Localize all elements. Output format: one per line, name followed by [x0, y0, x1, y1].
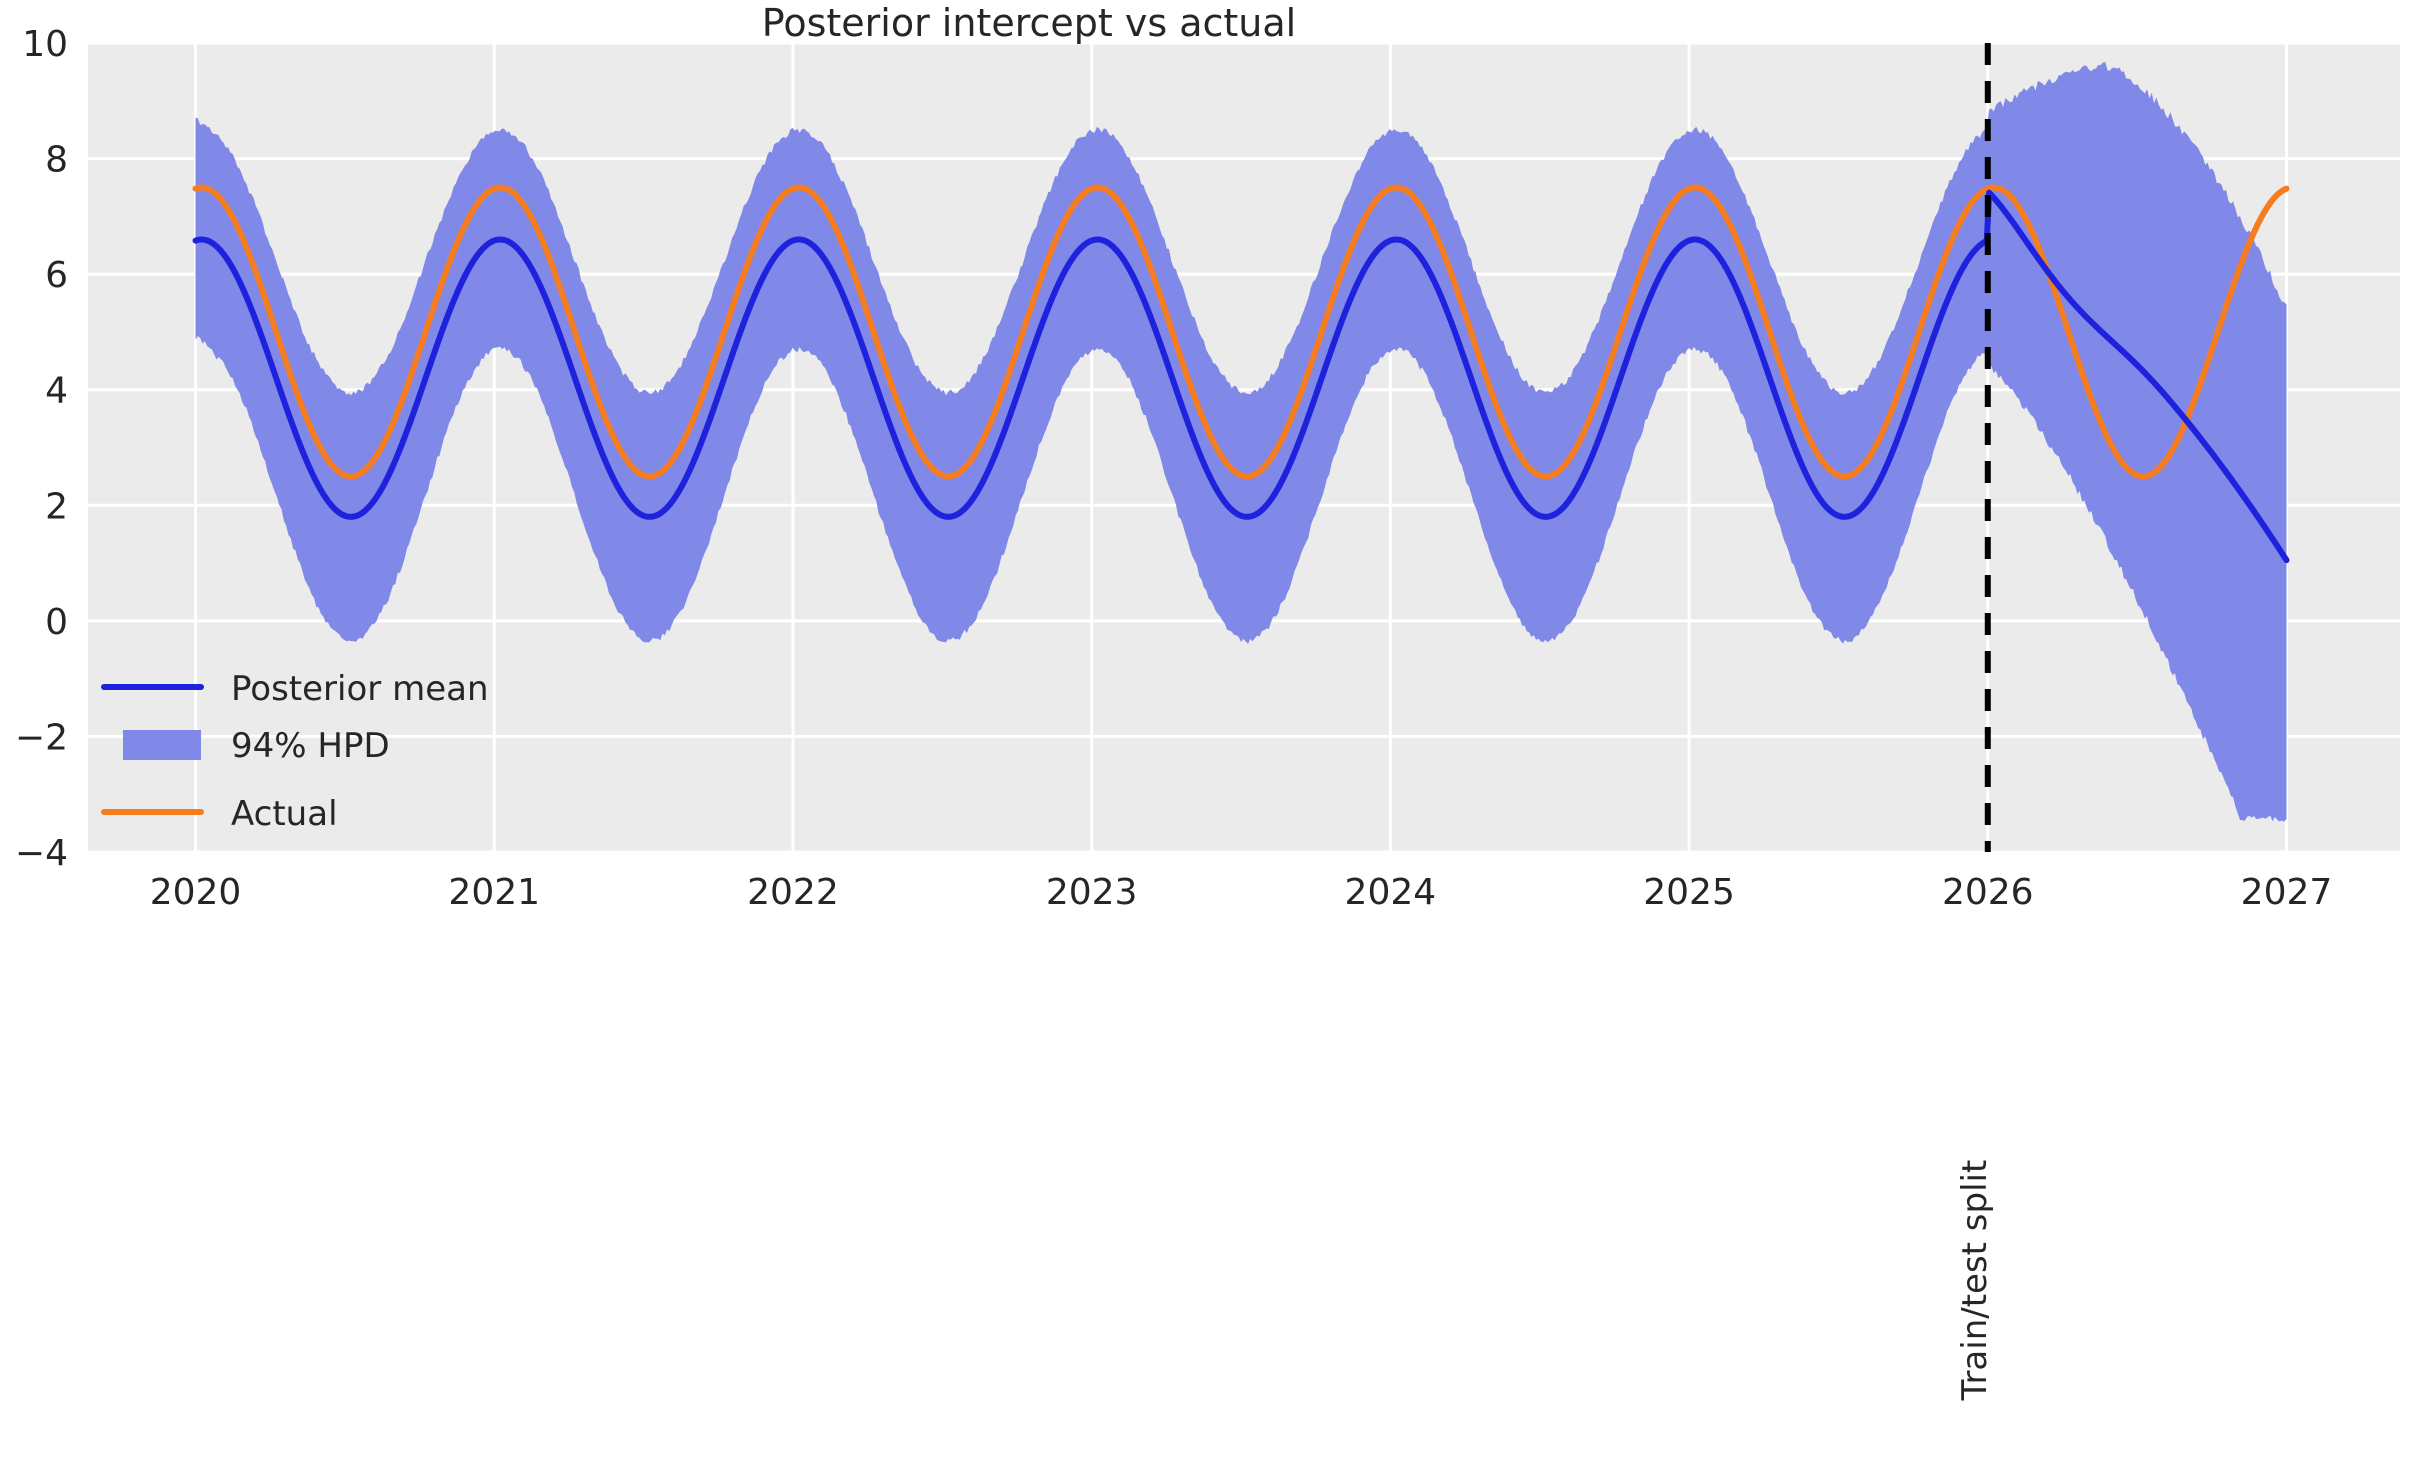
- y-tick-label: 6: [45, 255, 68, 296]
- train-test-split-label: Train/test split: [1955, 1160, 1995, 1402]
- x-tick-label: 2020: [150, 872, 242, 913]
- y-tick-label: 0: [45, 602, 68, 643]
- x-tick-label: 2027: [2241, 872, 2333, 913]
- chart-legend: Posterior mean 94% HPD Actual: [101, 669, 489, 834]
- y-tick-label: −2: [15, 717, 68, 758]
- x-axis-tick-labels: 2020 2021 2022 2023 2024 2025 2026 2027: [150, 872, 2333, 913]
- x-tick-label: 2023: [1046, 872, 1138, 913]
- y-tick-label: 8: [45, 140, 68, 181]
- hpd-band-area: [195, 61, 2287, 822]
- legend-label-posterior-mean: Posterior mean: [231, 669, 489, 709]
- x-tick-label: 2024: [1345, 872, 1437, 913]
- x-tick-label: 2026: [1942, 872, 2034, 913]
- y-tick-label: −4: [15, 833, 68, 874]
- legend-label-actual: Actual: [231, 794, 338, 834]
- chart-title: Posterior intercept vs actual: [762, 1, 1296, 45]
- y-tick-label: 10: [22, 24, 68, 65]
- actual-series-line: [192, 184, 2290, 480]
- posterior-mean-series-line: [192, 189, 2290, 564]
- legend-swatch-hpd: [123, 730, 201, 760]
- y-axis-tick-labels: −4 −2 0 2 4 6 8 10: [15, 24, 68, 874]
- x-tick-label: 2022: [747, 872, 839, 913]
- y-tick-label: 4: [45, 371, 68, 412]
- x-tick-label: 2025: [1643, 872, 1735, 913]
- y-tick-label: 2: [45, 486, 68, 527]
- x-tick-label: 2021: [448, 872, 540, 913]
- legend-label-hpd: 94% HPD: [231, 726, 390, 766]
